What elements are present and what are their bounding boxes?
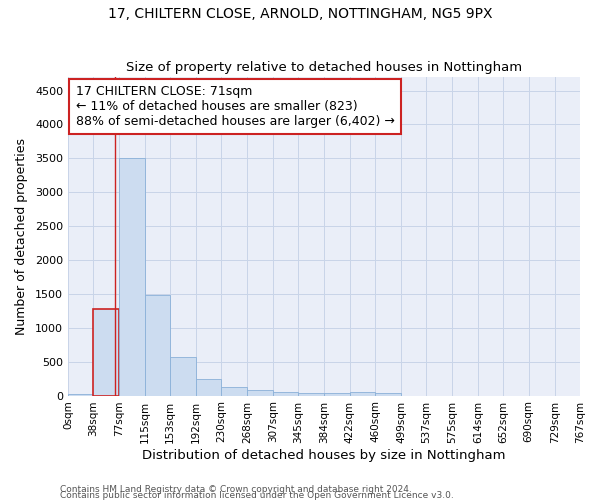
Text: Contains public sector information licensed under the Open Government Licence v3: Contains public sector information licen… [60, 490, 454, 500]
Bar [119, 158, 145, 396]
Text: Contains HM Land Registry data © Crown copyright and database right 2024.: Contains HM Land Registry data © Crown c… [60, 484, 412, 494]
Bar [170, 356, 196, 396]
Bar [94, 309, 119, 396]
Bar [68, 394, 94, 396]
Bar [298, 392, 324, 396]
Bar [145, 296, 170, 396]
X-axis label: Distribution of detached houses by size in Nottingham: Distribution of detached houses by size … [142, 450, 506, 462]
Bar [375, 393, 401, 396]
Text: 17 CHILTERN CLOSE: 71sqm
← 11% of detached houses are smaller (823)
88% of semi-: 17 CHILTERN CLOSE: 71sqm ← 11% of detach… [76, 85, 394, 128]
Title: Size of property relative to detached houses in Nottingham: Size of property relative to detached ho… [126, 62, 522, 74]
Y-axis label: Number of detached properties: Number of detached properties [15, 138, 28, 335]
Bar [221, 387, 247, 396]
Bar [247, 390, 273, 396]
Bar [350, 392, 375, 396]
Bar [324, 393, 350, 396]
Text: 17, CHILTERN CLOSE, ARNOLD, NOTTINGHAM, NG5 9PX: 17, CHILTERN CLOSE, ARNOLD, NOTTINGHAM, … [108, 8, 492, 22]
Bar [196, 380, 221, 396]
Bar [273, 392, 298, 396]
